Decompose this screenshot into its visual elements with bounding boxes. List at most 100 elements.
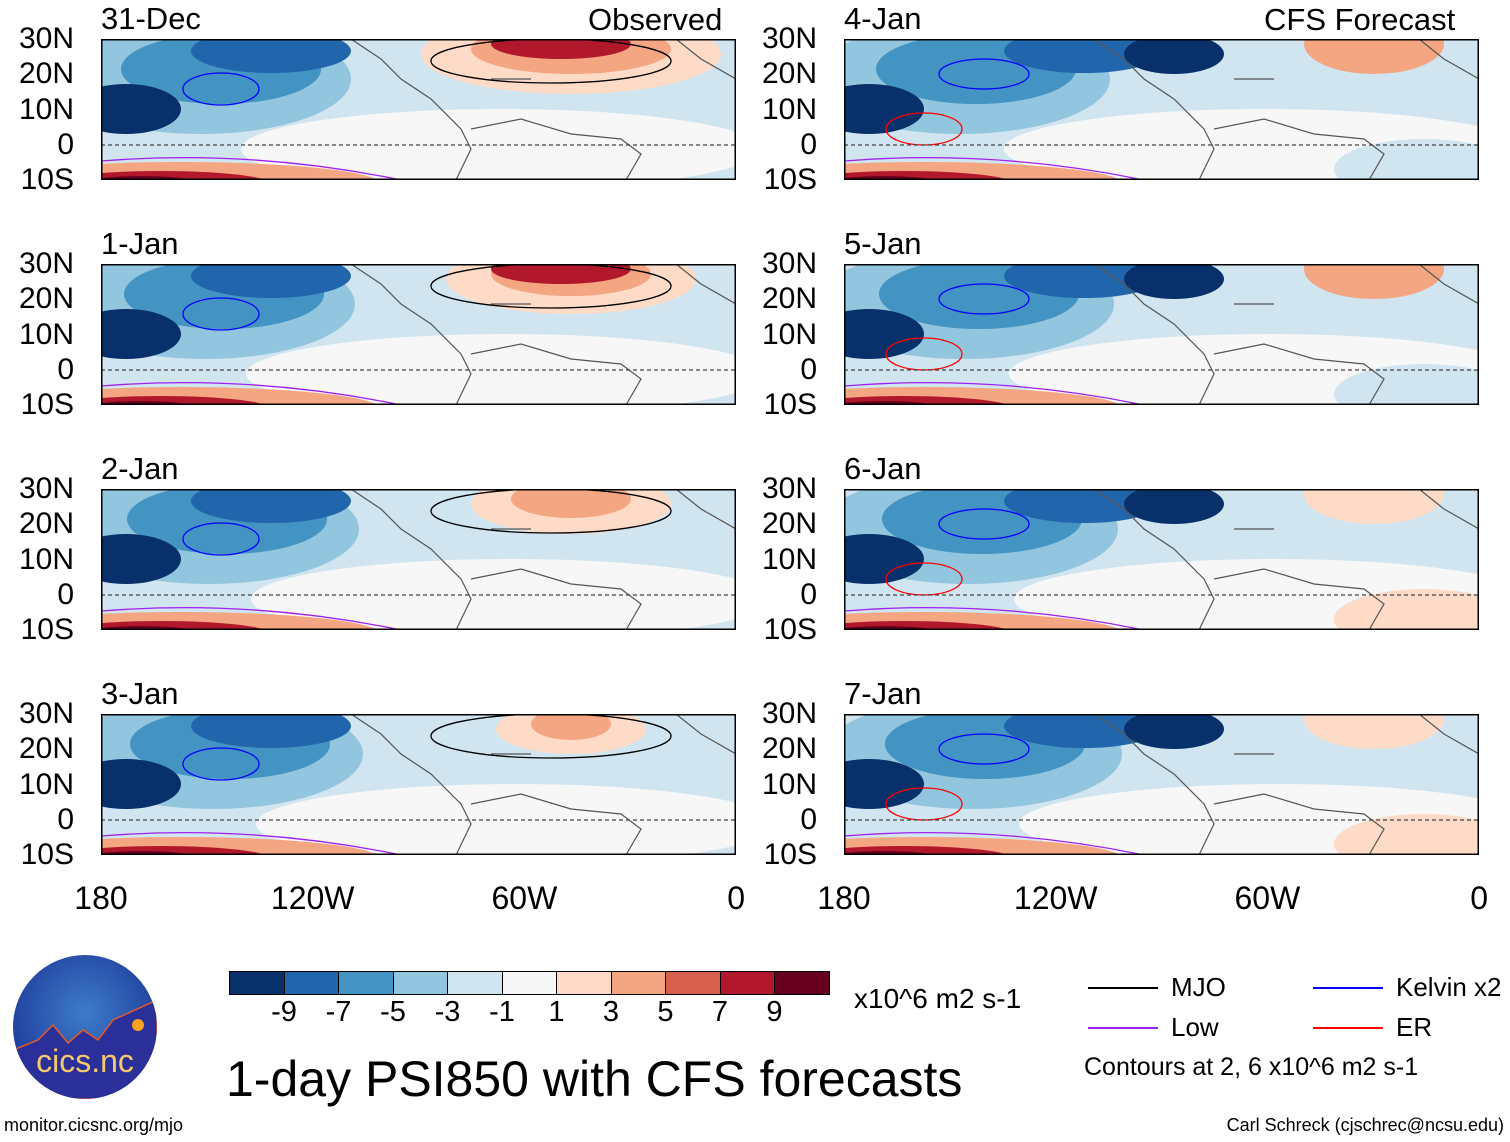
latitude-label: 30N	[18, 247, 74, 280]
panel-date-label: 5-Jan	[844, 226, 922, 261]
psi850-map	[844, 714, 1479, 855]
colorbar-tick-label: 1	[548, 996, 565, 1028]
low-contour	[101, 157, 402, 180]
latitude-label: 20N	[761, 732, 817, 766]
panel-date-label: 4-Jan	[844, 1, 922, 36]
colorbar-tick-label: -1	[489, 996, 515, 1028]
kelvin-contour	[182, 72, 260, 106]
site-link[interactable]: monitor.cicsnc.org/mjo	[4, 1115, 184, 1135]
colorbar-swatch	[230, 972, 285, 994]
colorbar-units: x10^6 m2 s-1	[854, 983, 1022, 1014]
longitude-label: 0	[1470, 880, 1488, 916]
colorbar-tick-label: -5	[380, 996, 406, 1028]
latitude-label: 10N	[761, 767, 817, 801]
kelvin-contour	[938, 508, 1030, 540]
longitude-label: 60W	[491, 880, 558, 916]
coastline	[1093, 39, 1479, 180]
colorbar-swatch	[502, 972, 557, 994]
panel-date-label: 1-Jan	[101, 226, 179, 261]
colorbar-tick-label: 9	[766, 996, 783, 1028]
coastline	[1093, 264, 1479, 405]
longitude-label: 180	[74, 880, 128, 916]
latitude-label: 10S	[20, 163, 74, 196]
colorbar-tick-label: 5	[657, 996, 674, 1028]
latitude-label: 0	[800, 577, 817, 611]
colorbar-tick-label: -7	[325, 996, 352, 1028]
latitude-label: 20N	[18, 282, 74, 316]
kelvin-contour	[182, 297, 260, 331]
panel-date-label: 3-Jan	[101, 676, 179, 711]
psi850-map	[844, 39, 1479, 180]
latitude-label: 30N	[18, 472, 74, 505]
legend-line	[1313, 1027, 1383, 1029]
legend-line	[1088, 1027, 1158, 1029]
legend-label: Kelvin x2	[1396, 972, 1502, 1002]
latitude-label: 10S	[20, 613, 74, 646]
colorbar-tick-label: -3	[434, 996, 461, 1028]
coastline	[350, 39, 736, 180]
latitude-label: 30N	[761, 22, 817, 55]
latitude-label: 20N	[18, 57, 74, 91]
latitude-label: 10N	[18, 92, 74, 126]
figure-title: 1-day PSI850 with CFS forecasts	[226, 1051, 963, 1107]
latitude-label: 10S	[20, 838, 74, 871]
latitude-label: 10S	[763, 388, 817, 421]
cics-logo: cics.nc	[13, 955, 157, 1099]
kelvin-contour	[182, 747, 260, 781]
latitude-label: 10S	[763, 163, 817, 196]
kelvin-contour	[938, 733, 1030, 765]
latitude-label: 0	[800, 802, 817, 836]
coastline	[350, 489, 736, 630]
colorbar-swatch	[557, 972, 612, 994]
latitude-label: 10N	[761, 317, 817, 351]
legend-label: ER	[1396, 1012, 1433, 1042]
low-contour	[844, 157, 1145, 180]
latitude-label: 0	[800, 352, 817, 386]
colorbar-swatch	[393, 972, 448, 994]
latitude-label: 10S	[763, 613, 817, 646]
mountain-icon	[13, 999, 157, 1099]
latitude-label: 10N	[761, 92, 817, 126]
low-contour	[101, 382, 402, 405]
latitude-label: 0	[800, 127, 817, 161]
legend-line	[1088, 987, 1158, 989]
field-neutral	[246, 334, 736, 405]
colorbar-swatch	[720, 972, 775, 994]
latitude-label: 0	[57, 127, 74, 161]
psi850-map	[844, 489, 1479, 630]
panel-date-label: 31-Dec	[101, 1, 201, 36]
longitude-label: 120W	[270, 880, 355, 916]
mjo-contour	[430, 714, 672, 759]
logo-text: cics.nc	[36, 1043, 134, 1079]
observed-header: Observed	[588, 2, 723, 37]
latitude-label: 20N	[18, 507, 74, 541]
low-contour	[101, 832, 402, 855]
latitude-label: 0	[57, 577, 74, 611]
latitude-label: 0	[57, 802, 74, 836]
colorbar-swatch	[284, 972, 339, 994]
kelvin-contour	[938, 58, 1030, 90]
legend-label: MJO	[1171, 972, 1226, 1002]
panel-date-label: 7-Jan	[844, 676, 922, 711]
psi850-map	[844, 264, 1479, 405]
cfs-forecast-header: CFS Forecast	[1264, 2, 1456, 37]
coastline	[1093, 489, 1479, 630]
latitude-label: 0	[57, 352, 74, 386]
mjo-contour	[430, 264, 672, 309]
longitude-label: 120W	[1013, 880, 1098, 916]
legend-note: Contours at 2, 6 x10^6 m2 s-1	[1084, 1053, 1419, 1081]
longitude-label: 60W	[1234, 880, 1301, 916]
latitude-label: 30N	[18, 697, 74, 730]
latitude-label: 10S	[20, 388, 74, 421]
latitude-label: 10N	[18, 542, 74, 576]
legend-label: Low	[1171, 1012, 1219, 1042]
latitude-label: 20N	[761, 57, 817, 91]
latitude-label: 30N	[18, 22, 74, 55]
author-credit: Carl Schreck (cjschrec@ncsu.edu)	[1226, 1115, 1504, 1135]
coastline	[350, 714, 736, 855]
colorbar-tick-label: -9	[271, 996, 297, 1028]
colorbar-swatch	[666, 972, 721, 994]
colorbar-swatch	[448, 972, 503, 994]
panel-date-label: 6-Jan	[844, 451, 922, 486]
latitude-label: 10S	[763, 838, 817, 871]
